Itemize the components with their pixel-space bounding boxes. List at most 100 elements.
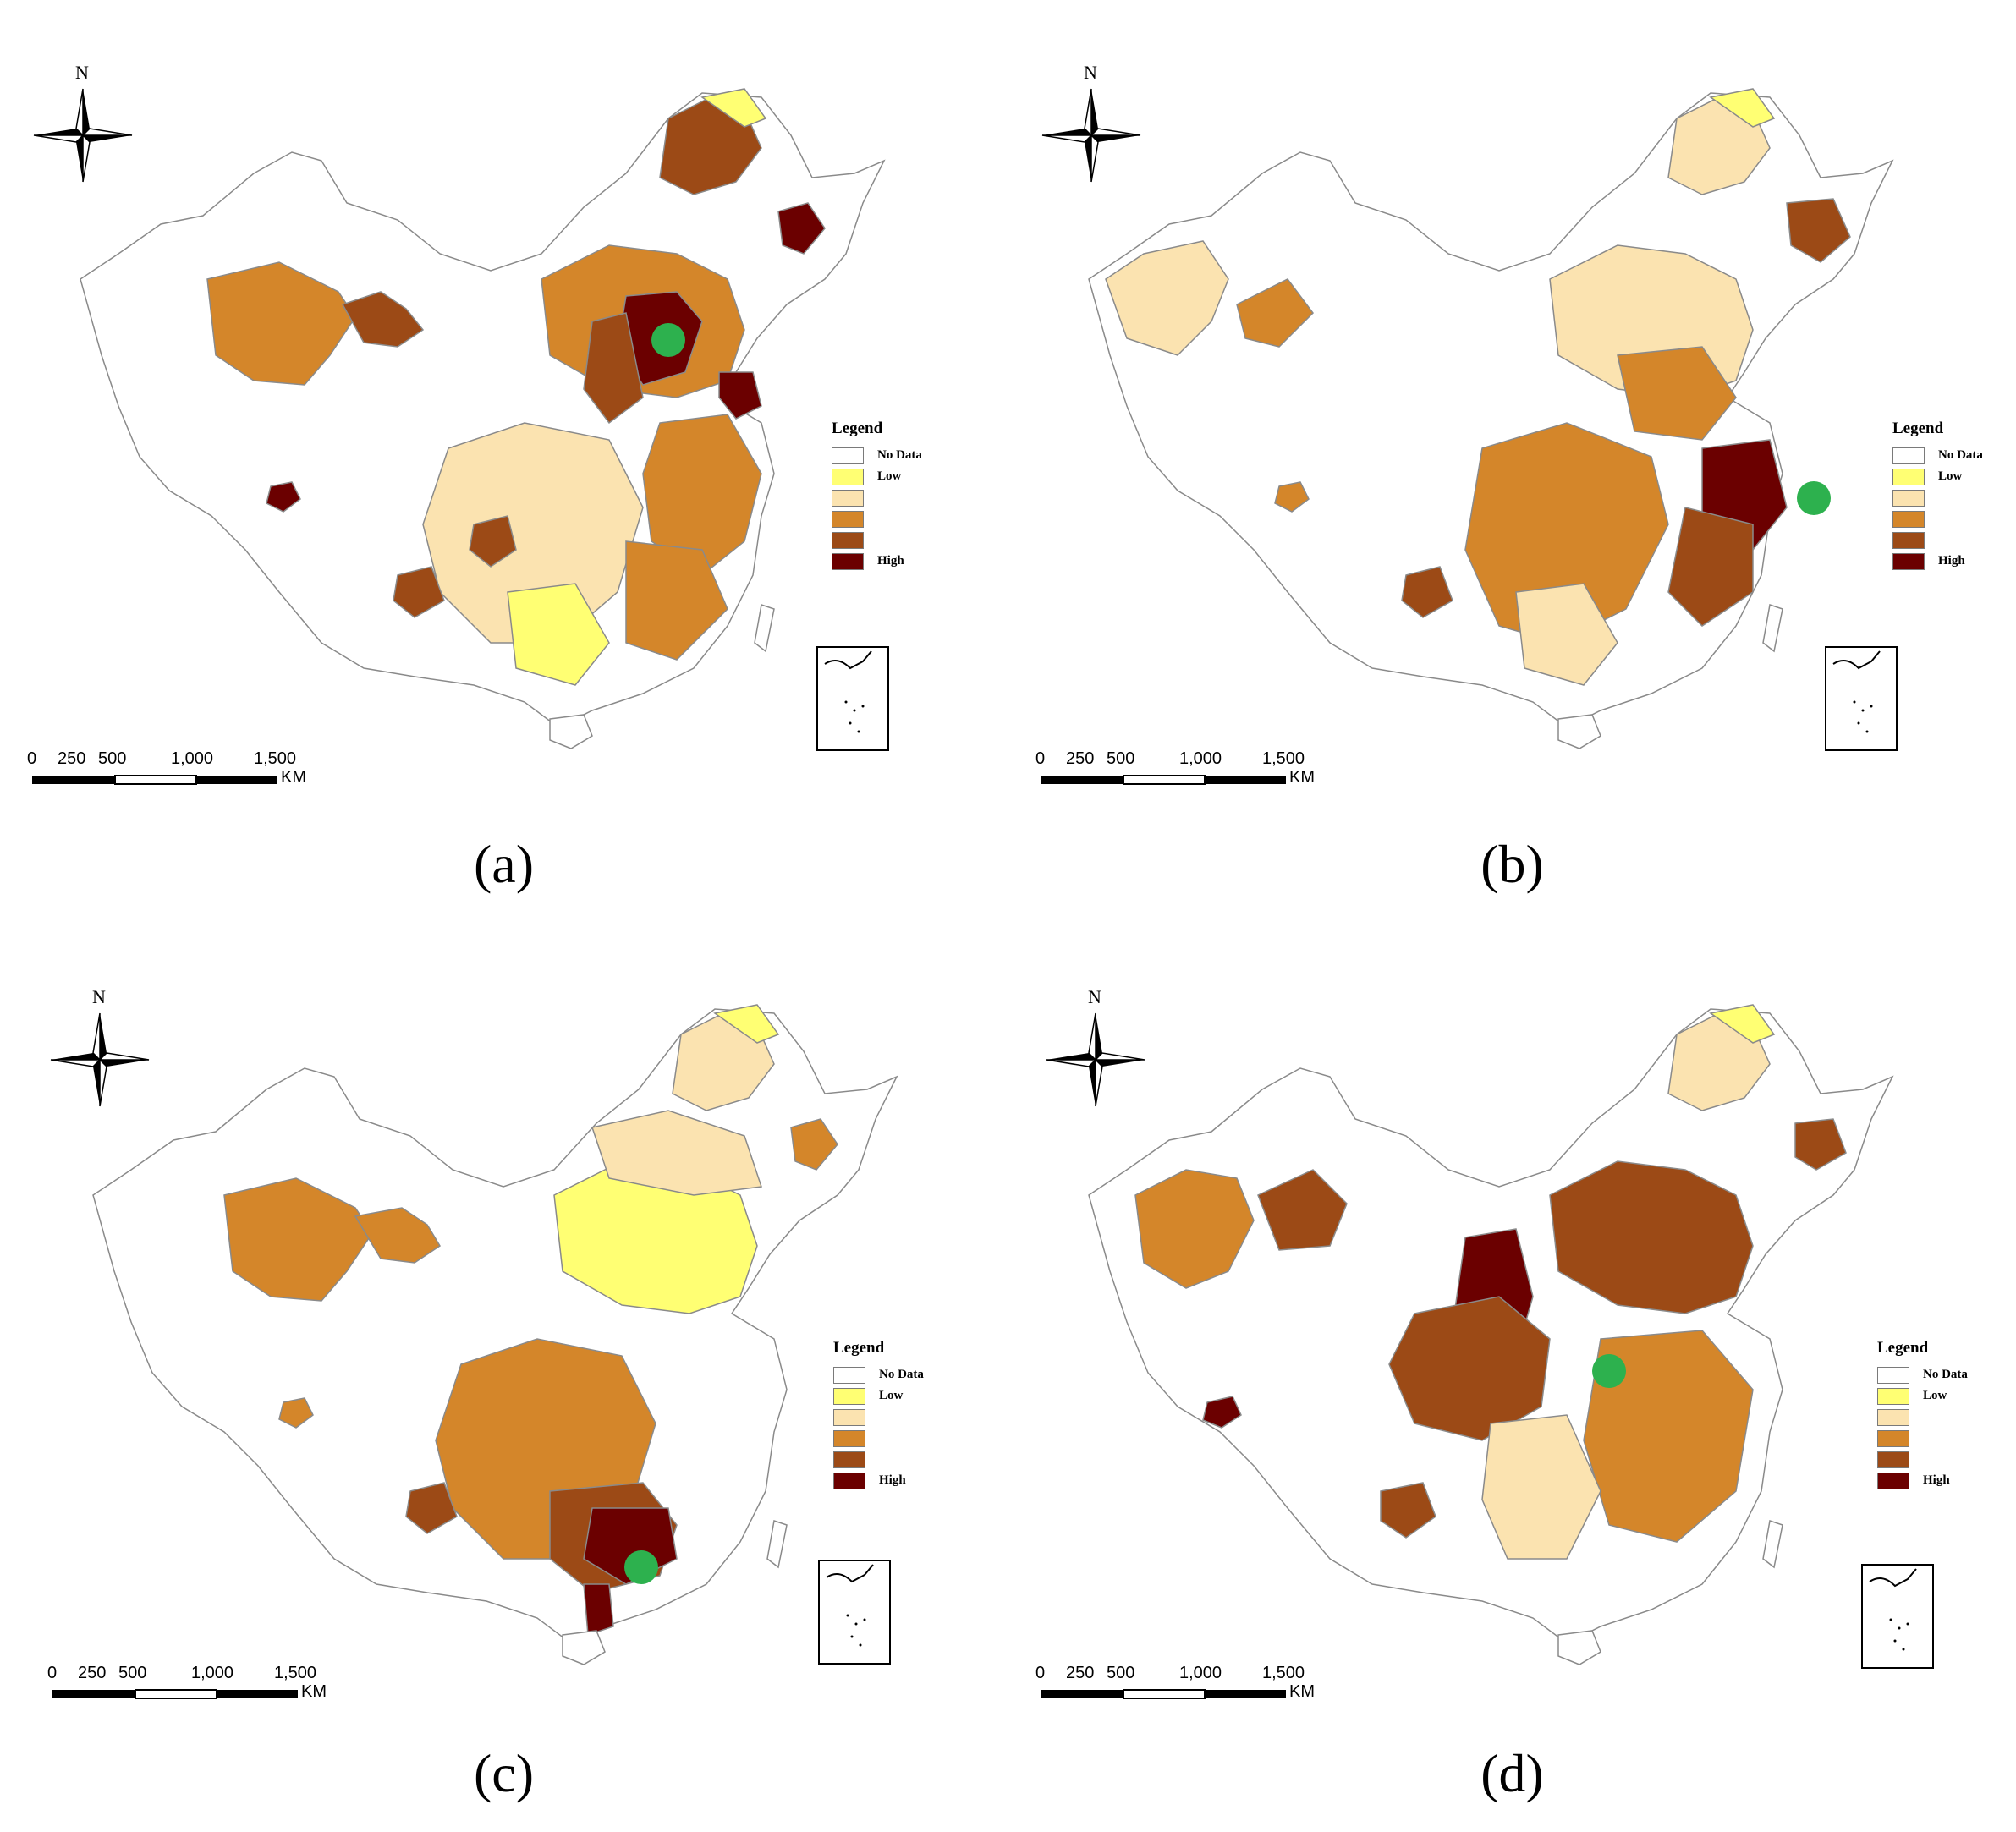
north-label: N — [1084, 62, 1097, 83]
scale-tick-1000: 1,000 — [1179, 1664, 1222, 1682]
swatch-no-data — [1892, 447, 1925, 464]
legend-item — [1892, 487, 1983, 508]
region-hainan — [1557, 1630, 1601, 1665]
region-gansu — [1236, 278, 1314, 348]
scale-unit: KM — [281, 768, 306, 787]
legend-label: No Data — [877, 448, 922, 462]
swatch-level2 — [1892, 489, 1925, 507]
legend-label: High — [877, 554, 904, 568]
legend-item: Low — [1877, 1385, 1968, 1407]
north-arrow-icon — [50, 1012, 150, 1107]
legend-item — [832, 529, 922, 551]
map-d — [1041, 1004, 1934, 1699]
region-hainan — [549, 714, 593, 749]
scale-bar: 0 250 500 1,000 1,500 KM — [1035, 1664, 1340, 1714]
region-southeast — [625, 540, 728, 661]
north-label: N — [75, 62, 89, 83]
swatch-level2 — [832, 489, 864, 507]
scale-tick-500: 500 — [1107, 1664, 1135, 1682]
scale-tick-1500: 1,500 — [1262, 1664, 1305, 1682]
hotspot-marker — [624, 1550, 658, 1584]
panel-label: (c) — [473, 1743, 535, 1803]
scale-unit: KM — [1289, 1682, 1315, 1701]
legend-item: Low — [1892, 466, 1983, 487]
region-xinjiang — [1105, 240, 1229, 356]
swatch-level4 — [1892, 531, 1925, 549]
scale-tick-1500: 1,500 — [274, 1664, 317, 1682]
panel-b: N 0 250 500 1,000 1,500 KM Legend No Dat… — [1008, 0, 2016, 916]
legend: Legend No Data Low High — [833, 1339, 924, 1491]
scale-tick-500: 500 — [1107, 749, 1135, 768]
legend-item: Low — [833, 1385, 924, 1407]
region-tibet — [1202, 1396, 1242, 1429]
region-shandong — [1617, 346, 1737, 441]
north-arrow-icon — [1041, 88, 1141, 183]
scale-tick-1500: 1,500 — [254, 749, 297, 768]
swatch-no-data — [833, 1366, 865, 1384]
region-xinjiang — [223, 1177, 373, 1302]
panel-a: N 0 250 500 1,000 1,500 KM Legend No Dat… — [0, 0, 1008, 916]
south-china-sea-inset — [816, 646, 889, 751]
region-jilin — [790, 1118, 838, 1171]
legend-label: Low — [1923, 1389, 1947, 1402]
south-china-sea-inset — [1861, 1564, 1934, 1669]
region-hlj-north — [713, 1004, 780, 1044]
region-south — [1515, 583, 1618, 686]
region-hlj-north — [1709, 1004, 1776, 1044]
swatch-level3 — [833, 1429, 865, 1447]
region-hainan — [562, 1630, 606, 1665]
swatch-high — [1877, 1472, 1909, 1489]
scale-tick-1000: 1,000 — [1179, 749, 1222, 768]
legend-label: No Data — [1923, 1368, 1968, 1381]
legend-label: Low — [1938, 469, 1963, 483]
region-gansu — [354, 1207, 442, 1264]
north-arrow-icon — [1046, 1012, 1145, 1107]
hotspot-marker — [1797, 481, 1831, 515]
south-china-sea-inset — [1825, 646, 1898, 751]
swatch-level3 — [1892, 510, 1925, 528]
scale-bar-graphic — [1041, 775, 1286, 785]
legend-label: Low — [877, 469, 902, 483]
region-jilin — [1786, 198, 1851, 263]
region-sichuan — [469, 515, 517, 568]
legend-item: High — [1892, 551, 1983, 572]
scale-tick-500: 500 — [98, 749, 127, 768]
region-jilin — [777, 202, 826, 255]
scale-tick-0: 0 — [47, 1664, 58, 1682]
swatch-level2 — [833, 1408, 865, 1426]
legend-item: High — [1877, 1470, 1968, 1491]
hotspot-marker — [1592, 1354, 1626, 1388]
legend-label: High — [1923, 1473, 1950, 1487]
region-tibet — [278, 1397, 314, 1429]
swatch-low — [1892, 468, 1925, 485]
region-zhejiang — [1667, 507, 1754, 627]
legend-title: Legend — [1892, 420, 1944, 437]
region-northeast — [591, 1110, 763, 1196]
region-jilin — [1794, 1118, 1847, 1171]
region-south — [507, 583, 610, 686]
legend-item — [832, 487, 922, 508]
legend-label: High — [1938, 554, 1965, 568]
swatch-high — [832, 552, 864, 570]
region-hebei — [583, 312, 644, 425]
scale-tick-1000: 1,000 — [171, 749, 214, 768]
legend-item: No Data — [832, 445, 922, 466]
legend-item — [1892, 529, 1983, 551]
panel-d: N 0 250 500 1,000 1,500 KM Legend No Dat… — [1008, 916, 2016, 1832]
legend: Legend No Data Low High — [1877, 1339, 1968, 1491]
region-xinjiang — [1134, 1169, 1255, 1289]
scale-bar-graphic — [32, 775, 277, 785]
swatch-level4 — [1877, 1451, 1909, 1468]
panel-label: (a) — [473, 834, 535, 894]
region-taiwan — [754, 604, 775, 653]
map-b — [1041, 88, 1898, 785]
swatch-level3 — [832, 510, 864, 528]
region-north — [1549, 1160, 1754, 1314]
map-c — [50, 1004, 898, 1699]
scale-tick-500: 500 — [118, 1664, 147, 1682]
legend-item — [1877, 1449, 1968, 1470]
region-southcentral — [1481, 1414, 1601, 1560]
swatch-no-data — [832, 447, 864, 464]
hotspot-marker — [651, 323, 685, 357]
panel-c: N 0 250 500 1,000 1,500 KM Legend No Dat… — [0, 916, 1008, 1832]
